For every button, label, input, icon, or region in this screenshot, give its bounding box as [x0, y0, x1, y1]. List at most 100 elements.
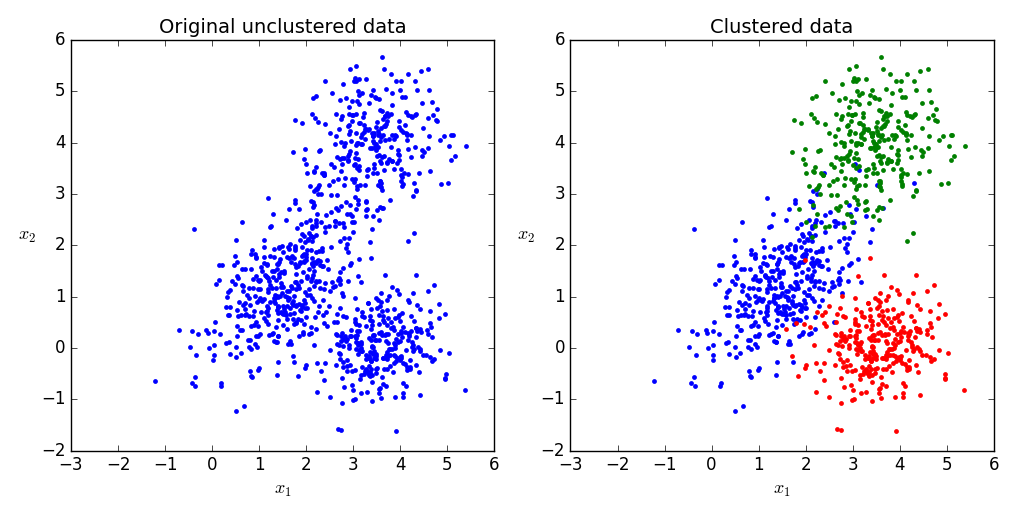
Point	[783, 252, 799, 260]
Point	[780, 253, 796, 262]
Point	[422, 168, 438, 176]
Point	[236, 402, 252, 410]
Point	[357, 199, 373, 207]
Point	[184, 379, 200, 387]
Point	[230, 273, 246, 282]
Point	[863, 343, 880, 352]
Point	[908, 187, 924, 195]
Point	[431, 300, 447, 309]
Point	[796, 304, 813, 312]
Point	[850, 166, 866, 174]
Point	[386, 131, 403, 140]
Point	[831, 96, 847, 104]
Point	[920, 132, 937, 140]
Point	[345, 111, 361, 119]
Point	[250, 366, 266, 374]
Point	[815, 171, 831, 179]
Point	[349, 327, 365, 336]
Point	[834, 264, 850, 272]
Point	[803, 294, 820, 302]
Point	[890, 151, 906, 159]
Point	[287, 260, 303, 268]
Point	[736, 310, 753, 318]
Point	[295, 268, 311, 276]
Point	[827, 330, 843, 338]
Point	[276, 305, 292, 313]
Point	[747, 254, 764, 262]
Point	[268, 338, 285, 346]
Point	[751, 296, 767, 305]
Point	[362, 312, 378, 320]
Point	[336, 358, 352, 366]
Point	[786, 244, 802, 252]
Point	[804, 203, 821, 211]
Point	[367, 336, 383, 344]
Point	[354, 308, 370, 316]
Point	[271, 293, 287, 301]
Point	[241, 312, 257, 320]
Point	[403, 153, 419, 161]
Point	[865, 354, 882, 362]
Point	[907, 110, 923, 118]
Point	[774, 288, 790, 297]
Point	[877, 329, 893, 338]
Point	[379, 306, 396, 314]
Point	[337, 154, 353, 162]
Point	[321, 346, 338, 354]
Point	[378, 109, 395, 117]
Point	[767, 294, 783, 302]
Point	[420, 65, 436, 73]
Point	[832, 426, 848, 434]
Point	[333, 202, 349, 210]
Point	[379, 348, 396, 356]
Point	[804, 167, 821, 175]
Point	[718, 339, 734, 347]
Point	[838, 197, 854, 206]
Point	[768, 306, 784, 314]
Point	[943, 156, 959, 164]
Point	[412, 305, 428, 313]
Point	[361, 371, 377, 379]
Point	[384, 89, 401, 97]
Point	[872, 384, 888, 392]
Point	[804, 262, 821, 270]
Point	[873, 132, 889, 141]
Point	[797, 253, 814, 261]
Point	[731, 326, 747, 334]
Point	[869, 206, 885, 215]
Point	[415, 148, 431, 156]
Point	[260, 274, 277, 282]
Point	[740, 312, 757, 320]
Point	[253, 267, 270, 275]
Point	[844, 227, 860, 236]
Point	[338, 174, 354, 183]
Point	[822, 346, 838, 354]
Point	[818, 211, 834, 219]
Point	[234, 265, 250, 273]
Point	[229, 331, 245, 340]
Point	[264, 273, 281, 281]
Point	[394, 171, 410, 179]
Point	[228, 353, 244, 361]
Point	[805, 341, 822, 349]
Point	[377, 354, 394, 362]
Point	[940, 179, 956, 188]
Point	[893, 165, 909, 173]
Point	[392, 317, 408, 325]
Point	[846, 154, 862, 162]
Point	[860, 362, 877, 370]
Point	[426, 281, 442, 290]
Point	[259, 285, 276, 293]
Point	[833, 112, 849, 120]
Point	[347, 192, 363, 201]
Point	[858, 172, 875, 180]
Point	[287, 199, 303, 207]
Point	[317, 227, 334, 236]
Point	[307, 325, 323, 333]
Point	[821, 129, 837, 137]
Point	[368, 369, 384, 377]
Point	[393, 356, 409, 364]
Point	[864, 343, 881, 352]
Point	[275, 288, 291, 297]
Point	[902, 153, 918, 161]
